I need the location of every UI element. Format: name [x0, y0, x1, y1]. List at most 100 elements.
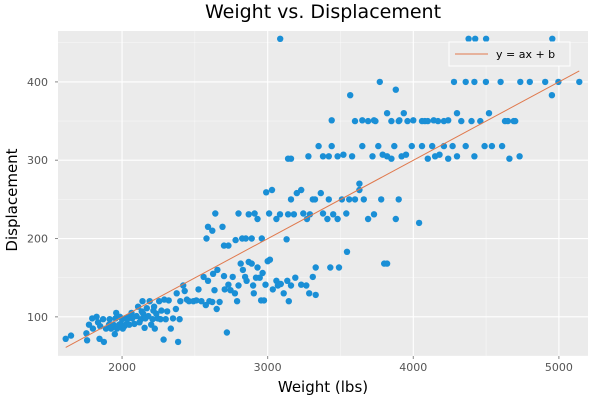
- data-point: [165, 297, 172, 304]
- data-point: [298, 281, 305, 288]
- data-point: [254, 264, 261, 271]
- data-point: [542, 78, 549, 86]
- data-point: [429, 142, 436, 150]
- data-point: [328, 142, 335, 150]
- data-point: [400, 110, 407, 117]
- data-point: [340, 151, 347, 158]
- data-point: [143, 305, 150, 312]
- data-point: [204, 223, 212, 230]
- data-point: [85, 321, 93, 328]
- data-point: [177, 298, 184, 305]
- data-point: [388, 117, 395, 125]
- data-point: [283, 236, 290, 243]
- data-point: [248, 260, 255, 267]
- data-point: [229, 273, 236, 281]
- data-point: [237, 260, 244, 267]
- data-point: [445, 117, 452, 124]
- data-point: [526, 78, 533, 86]
- data-point: [325, 153, 332, 160]
- data-point: [351, 117, 359, 125]
- x-tick-label: 4000: [399, 361, 427, 374]
- data-point: [233, 298, 241, 305]
- data-point: [242, 235, 249, 242]
- data-point: [359, 142, 366, 150]
- data-point: [395, 196, 402, 203]
- data-point: [303, 215, 311, 223]
- data-point: [260, 297, 268, 304]
- data-point: [290, 211, 298, 218]
- data-point: [356, 180, 363, 187]
- data-point: [149, 316, 156, 323]
- data-point: [312, 264, 319, 271]
- x-axis-title: Weight (lbs): [278, 378, 368, 396]
- data-point: [488, 142, 496, 150]
- data-point: [410, 117, 417, 124]
- data-point: [548, 92, 556, 99]
- data-point: [259, 269, 266, 277]
- data-point: [141, 324, 148, 331]
- data-point: [131, 320, 138, 328]
- data-point: [453, 153, 461, 160]
- data-point: [376, 78, 383, 86]
- data-point: [471, 153, 478, 160]
- data-point: [375, 142, 382, 150]
- data-point: [277, 280, 284, 288]
- data-point: [156, 298, 163, 305]
- data-point: [506, 155, 513, 162]
- data-point: [164, 308, 171, 315]
- data-point: [298, 186, 305, 194]
- data-point: [335, 264, 343, 271]
- data-point: [93, 313, 100, 320]
- data-point: [392, 86, 399, 93]
- data-point: [517, 78, 524, 86]
- data-point: [280, 290, 287, 297]
- data-point: [180, 282, 187, 289]
- data-point: [67, 332, 75, 339]
- data-point: [220, 242, 228, 249]
- data-point: [498, 142, 506, 150]
- data-point: [378, 196, 385, 203]
- data-point: [269, 286, 276, 293]
- data-point: [268, 186, 276, 194]
- data-point: [151, 325, 158, 332]
- data-point: [172, 305, 180, 313]
- data-point: [83, 337, 91, 344]
- data-point: [450, 78, 458, 86]
- data-point: [265, 210, 273, 217]
- data-point: [150, 303, 158, 310]
- y-tick-label: 400: [27, 76, 48, 89]
- data-point: [364, 117, 372, 125]
- data-point: [436, 151, 443, 158]
- y-tick-label: 200: [27, 233, 48, 246]
- data-point: [504, 117, 512, 125]
- data-point: [434, 117, 442, 125]
- data-point: [343, 210, 350, 217]
- data-point: [223, 329, 231, 336]
- data-point: [111, 330, 119, 338]
- data-point: [346, 196, 353, 203]
- data-point: [181, 287, 188, 295]
- data-point: [248, 235, 255, 242]
- data-point: [485, 110, 493, 117]
- data-point: [219, 223, 226, 230]
- data-point: [216, 298, 223, 306]
- data-point: [343, 248, 351, 255]
- x-tick-label: 2000: [108, 361, 136, 374]
- data-point: [372, 117, 379, 125]
- data-point: [89, 325, 97, 332]
- y-tick-label: 100: [27, 311, 48, 324]
- data-point: [225, 281, 232, 288]
- data-point: [319, 153, 327, 160]
- data-point: [364, 215, 372, 223]
- data-point: [453, 110, 461, 117]
- data-point: [162, 316, 169, 323]
- data-point: [209, 270, 217, 277]
- data-point: [424, 117, 431, 125]
- data-point: [309, 273, 316, 281]
- data-point: [209, 227, 216, 234]
- data-point: [462, 78, 469, 86]
- data-point: [262, 281, 269, 288]
- data-point: [174, 338, 182, 346]
- data-point: [250, 290, 257, 297]
- data-point: [359, 117, 366, 124]
